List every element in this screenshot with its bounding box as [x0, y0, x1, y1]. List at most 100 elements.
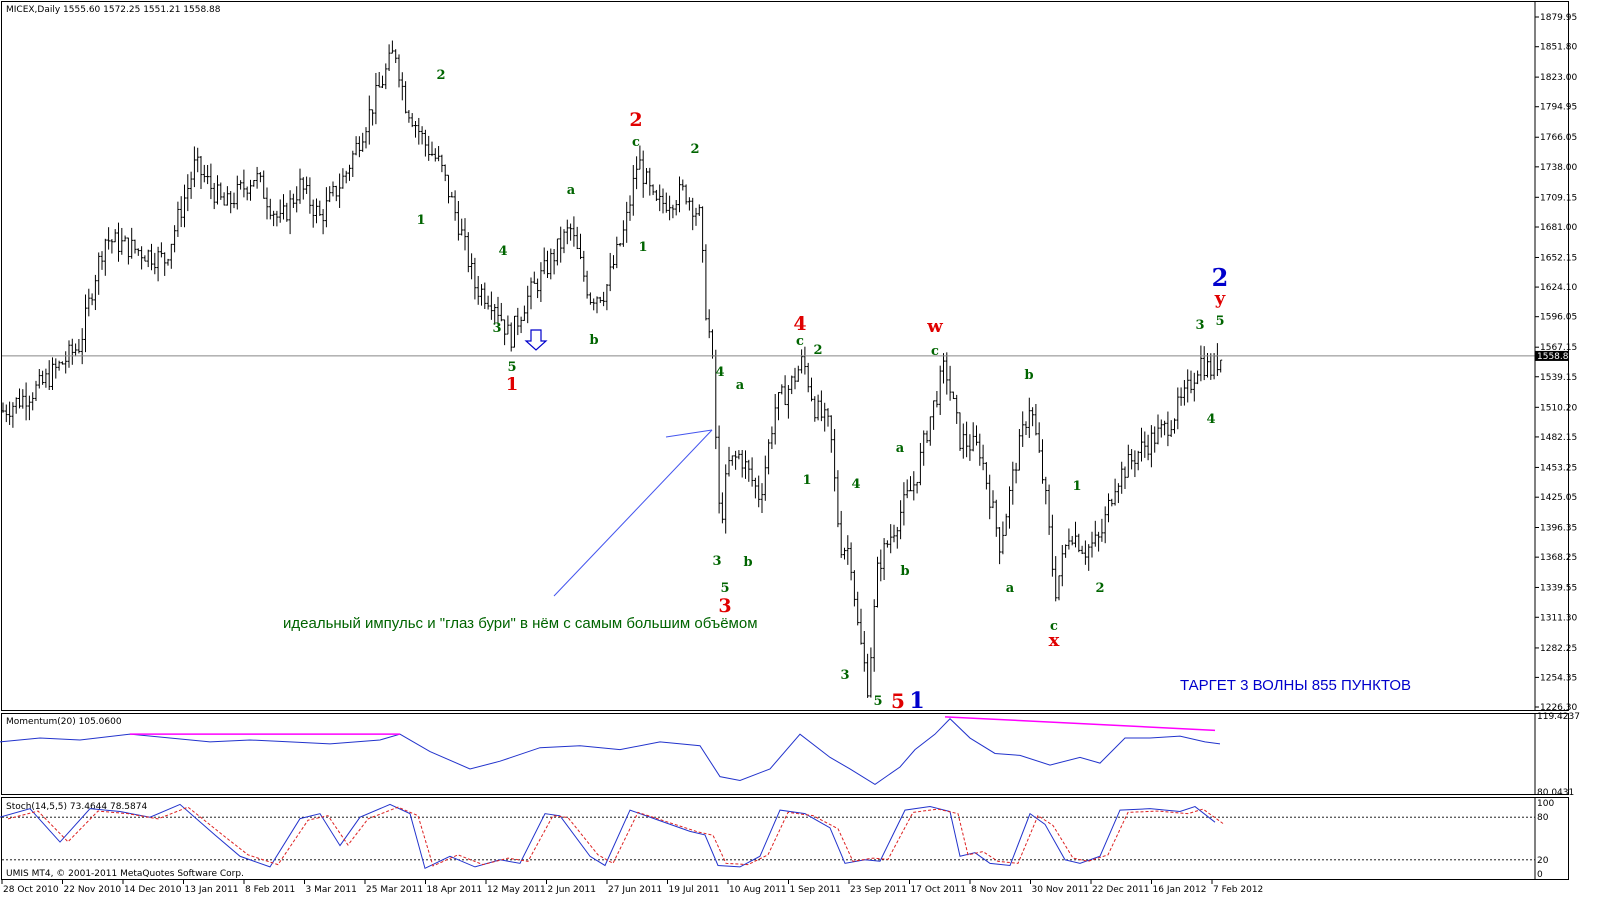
- wave-label: b: [589, 333, 598, 348]
- wave-label: 2: [629, 109, 642, 131]
- price-tick-label: 1823.00: [1540, 73, 1577, 83]
- price-bar: [661, 188, 665, 214]
- price-bar: [331, 181, 335, 197]
- price-bar: [80, 328, 84, 365]
- price-bar: [298, 168, 302, 204]
- price-bar: [1169, 420, 1173, 437]
- price-bar: [463, 218, 467, 251]
- price-bar: [532, 271, 536, 284]
- price-bar: [981, 444, 985, 471]
- price-bar: [615, 236, 619, 269]
- price-bar: [404, 81, 408, 114]
- price-bar: [18, 388, 21, 409]
- price-bar: [1173, 418, 1176, 434]
- price-bar: [572, 216, 576, 247]
- price-bar: [51, 357, 54, 390]
- price-tick-label: 1453.25: [1540, 463, 1577, 473]
- price-bar: [546, 250, 549, 278]
- wave-label: b: [743, 555, 752, 570]
- price-bar: [67, 340, 71, 368]
- price-bar: [1202, 346, 1206, 381]
- price-bar: [295, 186, 299, 213]
- price-bar: [727, 446, 731, 477]
- price-bar: [701, 206, 705, 263]
- impulse-note: идеальный импульс и "глаз бури" в нём с …: [283, 615, 758, 632]
- price-bar: [717, 425, 721, 514]
- price-bar: [1054, 556, 1058, 602]
- price-bar: [176, 201, 180, 237]
- momentum-title: Momentum(20) 105.0600: [6, 717, 122, 727]
- price-bar: [859, 608, 863, 645]
- date-tick-label: 18 Apr 2011: [427, 885, 483, 895]
- price-tick-label: 1766.05: [1540, 133, 1577, 143]
- price-bar: [654, 189, 658, 202]
- price-bar: [1179, 387, 1183, 406]
- price-bar: [278, 199, 282, 223]
- price-bar: [823, 402, 827, 432]
- wave-label: 5: [891, 689, 905, 713]
- price-bar: [285, 202, 289, 222]
- price-bar: [608, 252, 612, 292]
- price-bar: [1166, 411, 1170, 447]
- price-bar: [153, 252, 157, 275]
- price-bar: [394, 49, 398, 64]
- price-bar: [100, 251, 104, 270]
- price-bar: [420, 126, 424, 145]
- price-bar: [813, 396, 817, 422]
- price-bar: [684, 184, 688, 205]
- price-bar: [202, 164, 206, 183]
- price-bar: [1212, 353, 1216, 380]
- price-tick-label: 1425.05: [1540, 493, 1577, 503]
- price-bar: [328, 186, 332, 203]
- price-bar: [681, 179, 685, 191]
- price-bar: [27, 395, 31, 421]
- price-bar: [239, 180, 243, 190]
- price-bar: [222, 192, 226, 206]
- price-bar: [1215, 343, 1219, 376]
- wave-label: 3: [718, 595, 731, 617]
- date-tick-label: 22 Nov 2010: [64, 885, 122, 895]
- price-bar: [103, 238, 107, 276]
- date-tick-label: 16 Jan 2012: [1153, 885, 1207, 895]
- price-bar: [965, 421, 969, 458]
- price-bar: [631, 165, 635, 216]
- price-panel-frame: [1, 1, 1569, 711]
- wave-label: 4: [793, 313, 806, 335]
- price-bar: [786, 385, 790, 419]
- price-bar: [1070, 535, 1074, 546]
- momentum-tick-label: 80.0431: [1537, 788, 1574, 798]
- price-bar: [97, 252, 101, 295]
- stochastic-tick-label: 20: [1537, 856, 1549, 866]
- price-bar: [1041, 439, 1044, 484]
- momentum-line: [0, 718, 1221, 785]
- date-tick-label: 19 Jul 2011: [669, 885, 720, 895]
- price-bar: [1057, 575, 1061, 601]
- price-bar: [704, 244, 708, 321]
- price-bar: [506, 315, 510, 335]
- price-bar: [245, 186, 249, 201]
- price-bar: [1130, 449, 1134, 470]
- wave-label: 4: [715, 365, 724, 380]
- price-bar: [489, 291, 493, 320]
- price-bar: [687, 197, 691, 211]
- price-bar: [272, 210, 276, 227]
- price-bar: [305, 176, 309, 195]
- price-bar: [74, 343, 78, 357]
- price-bar: [1140, 427, 1143, 462]
- price-bar: [209, 163, 213, 200]
- price-bar: [806, 362, 810, 393]
- price-bar: [711, 329, 714, 359]
- price-bar: [697, 204, 701, 216]
- price-bar: [968, 434, 972, 461]
- price-bar: [621, 220, 625, 247]
- price-bar: [796, 365, 800, 382]
- price-bar: [674, 200, 678, 216]
- stochastic-signal-line: [7, 806, 1224, 867]
- price-bar: [605, 283, 609, 311]
- price-bar: [625, 201, 629, 243]
- price-bar: [612, 255, 615, 270]
- price-bar: [998, 527, 1002, 565]
- price-bar: [486, 295, 490, 310]
- stochastic-indicator: 100 80 20 0: [0, 798, 1554, 880]
